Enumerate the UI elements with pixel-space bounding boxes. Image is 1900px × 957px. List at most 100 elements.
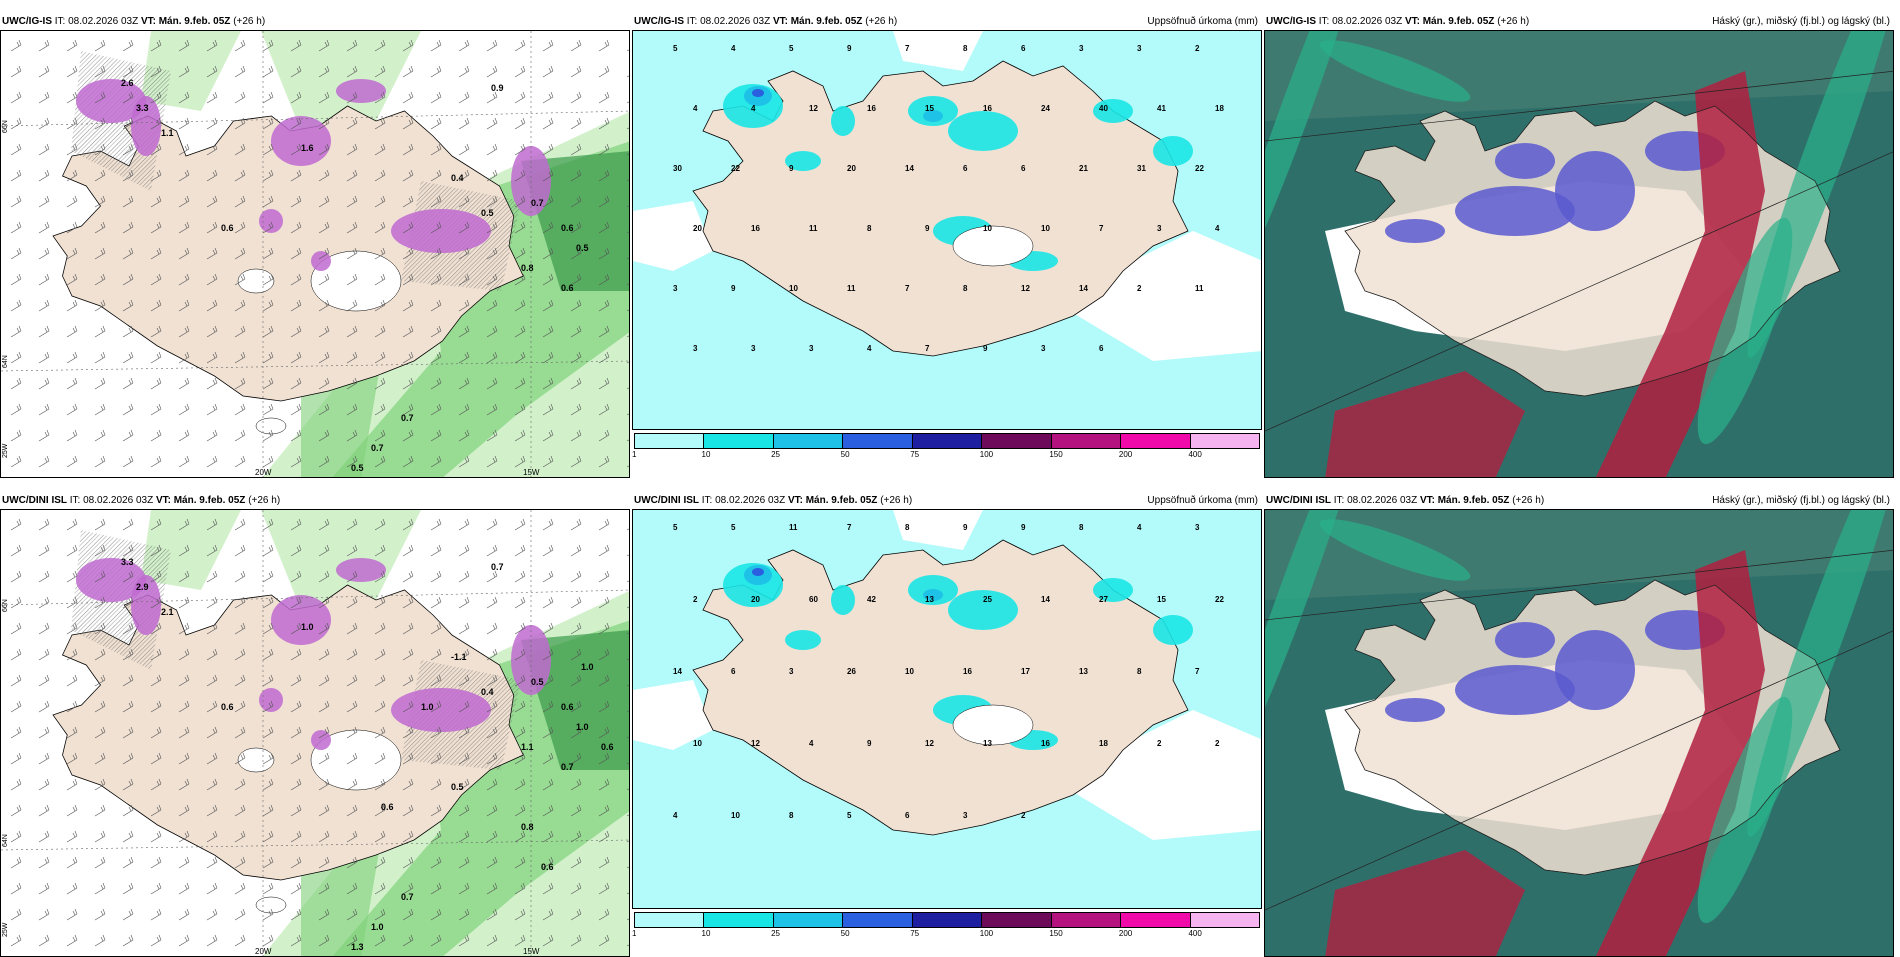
- precip-value: 22: [1195, 164, 1204, 173]
- contour-values: 3.32.92.10.61.00.7-1.10.40.50.61.11.00.7…: [121, 557, 614, 952]
- precip-value: 18: [1215, 104, 1224, 113]
- panel-header: UWC/DINI ISL IT: 08.02.2026 03Z VT: Mán.…: [634, 494, 1260, 508]
- latitude-label: 25W: [2, 443, 9, 458]
- contour-value: 1.0: [301, 622, 314, 632]
- precip-value: 26: [847, 667, 856, 676]
- precip-value: 5: [673, 44, 678, 53]
- contour-value: 1.0: [576, 722, 589, 732]
- contour-value: 3.3: [121, 557, 134, 567]
- precip-shading: [723, 84, 1193, 271]
- precip-value: 4: [673, 811, 678, 820]
- precip-value: 7: [925, 344, 930, 353]
- precip-value: 31: [1137, 164, 1146, 173]
- precip-value: 7: [1195, 667, 1200, 676]
- panel-r2c1: UWC/DINI ISL IT: 08.02.2026 03Z VT: Mán.…: [0, 494, 630, 957]
- precip-value: 21: [1079, 164, 1088, 173]
- precip-value: 7: [905, 44, 910, 53]
- contour-value: 0.6: [561, 283, 574, 293]
- precip-value: 13: [983, 739, 992, 748]
- precip-value: 8: [1079, 523, 1084, 532]
- precip-value: 2: [1137, 284, 1142, 293]
- precip-value: 7: [905, 284, 910, 293]
- colorbar-label: 100: [979, 450, 994, 459]
- precip-value: 18: [1099, 739, 1108, 748]
- colorbar-swatch: [704, 913, 774, 927]
- colorbar-label: 150: [1049, 450, 1063, 459]
- precip-value: 3: [751, 344, 756, 353]
- precip-value: 25: [983, 595, 992, 604]
- precip-value: 60: [809, 595, 818, 604]
- panel-header: UWC/IG-IS IT: 08.02.2026 03Z VT: Mán. 9.…: [634, 15, 1260, 29]
- contour-value: 0.9: [491, 83, 504, 93]
- precip-value: 13: [925, 595, 934, 604]
- colorbar-label: 200: [1118, 450, 1133, 459]
- colorbar-label: 50: [840, 929, 850, 938]
- colorbar-label: 400: [1188, 450, 1202, 459]
- panel-variable-title: Uppsöfnuð úrkoma (mm): [1147, 16, 1258, 27]
- contour-value: 1.1: [521, 742, 534, 752]
- contour-value: 0.5: [481, 208, 494, 218]
- precip-value: 4: [751, 104, 756, 113]
- init-time: IT: 08.02.2026 03Z: [684, 16, 773, 27]
- contour-value: 0.5: [531, 677, 544, 687]
- precip-value: 27: [1099, 595, 1108, 604]
- contour-value: 1.1: [161, 128, 174, 138]
- contour-value: 1.0: [371, 922, 384, 932]
- precip-value: 6: [1021, 44, 1026, 53]
- contour-value: 1.6: [301, 143, 314, 153]
- model-name: UWC/DINI ISL: [2, 495, 67, 506]
- precip-value: 42: [867, 595, 876, 604]
- valid-time: VT: Mán. 9.feb. 05Z: [1419, 495, 1510, 506]
- lead-time: (+26 h): [230, 16, 266, 27]
- colorbar-swatch: [1051, 913, 1122, 927]
- precip-value: 11: [847, 284, 856, 293]
- longitude-label: 15W: [523, 468, 540, 477]
- contour-value: 0.5: [576, 243, 589, 253]
- precip-value: 9: [1021, 523, 1026, 532]
- map-wind-r1: 20W 15W 66N 64N 25W 2.6 3.3 1.1 0.6 1.6 0.9 0.4 0.5 0…: [0, 30, 630, 478]
- precip-value: 3: [693, 344, 698, 353]
- colorbar-swatch: [1121, 913, 1191, 927]
- precip-value: 20: [847, 164, 856, 173]
- precip-value: 10: [789, 284, 798, 293]
- precip-value: 9: [963, 523, 968, 532]
- longitude-label: 15W: [523, 947, 540, 956]
- precip-value: 5: [847, 811, 852, 820]
- precip-value: 11: [809, 224, 818, 233]
- contour-value: 0.6: [221, 223, 234, 233]
- precip-value: 5: [673, 523, 678, 532]
- precip-value: 10: [731, 811, 740, 820]
- colorbar-swatch: [982, 913, 1052, 927]
- precip-value: 10: [693, 739, 702, 748]
- model-name: UWC/IG-IS: [1266, 16, 1316, 27]
- precip-value: 20: [693, 224, 702, 233]
- precip-value: 10: [983, 224, 992, 233]
- contour-value: 2.6: [121, 78, 134, 88]
- lead-time: (+26 h): [877, 495, 913, 506]
- precip-value: 14: [673, 667, 682, 676]
- precip-value: 2: [693, 595, 698, 604]
- precip-value: 16: [1041, 739, 1050, 748]
- precip-value: 6: [1021, 164, 1026, 173]
- map-precip-r1: 5 4 5 9 7 8 6 3 3 2 4 4 12 16 15 16 24 40 41 18 30 22 9 20 14 6 6 2…: [632, 30, 1262, 430]
- precip-value: 3: [1137, 44, 1142, 53]
- precip-value: 22: [731, 164, 740, 173]
- precip-value: 24: [1041, 104, 1050, 113]
- precip-value: 14: [905, 164, 914, 173]
- colorbar-label: 100: [979, 929, 994, 938]
- colorbar-label: 150: [1049, 929, 1063, 938]
- precip-value: 4: [867, 344, 872, 353]
- colorbar-swatch: [1190, 434, 1259, 448]
- precip-value: 3: [1079, 44, 1084, 53]
- contour-value: 0.7: [561, 762, 574, 772]
- precip-value: 3: [963, 811, 968, 820]
- panel-variable-title: Háský (gr.), miðský (fj.bl.) og lágský (…: [1712, 16, 1890, 27]
- panel-variable-title: Háský (gr.), miðský (fj.bl.) og lágský (…: [1712, 495, 1890, 506]
- contour-value: 0.6: [561, 702, 574, 712]
- panel-header: UWC/IG-IS IT: 08.02.2026 03Z VT: Mán. 9.…: [2, 15, 628, 29]
- map-cloud-r2: [1264, 509, 1894, 957]
- panel-r1c3: UWC/IG-IS IT: 08.02.2026 03Z VT: Mán. 9.…: [1264, 15, 1894, 478]
- contour-value: 0.7: [401, 892, 414, 902]
